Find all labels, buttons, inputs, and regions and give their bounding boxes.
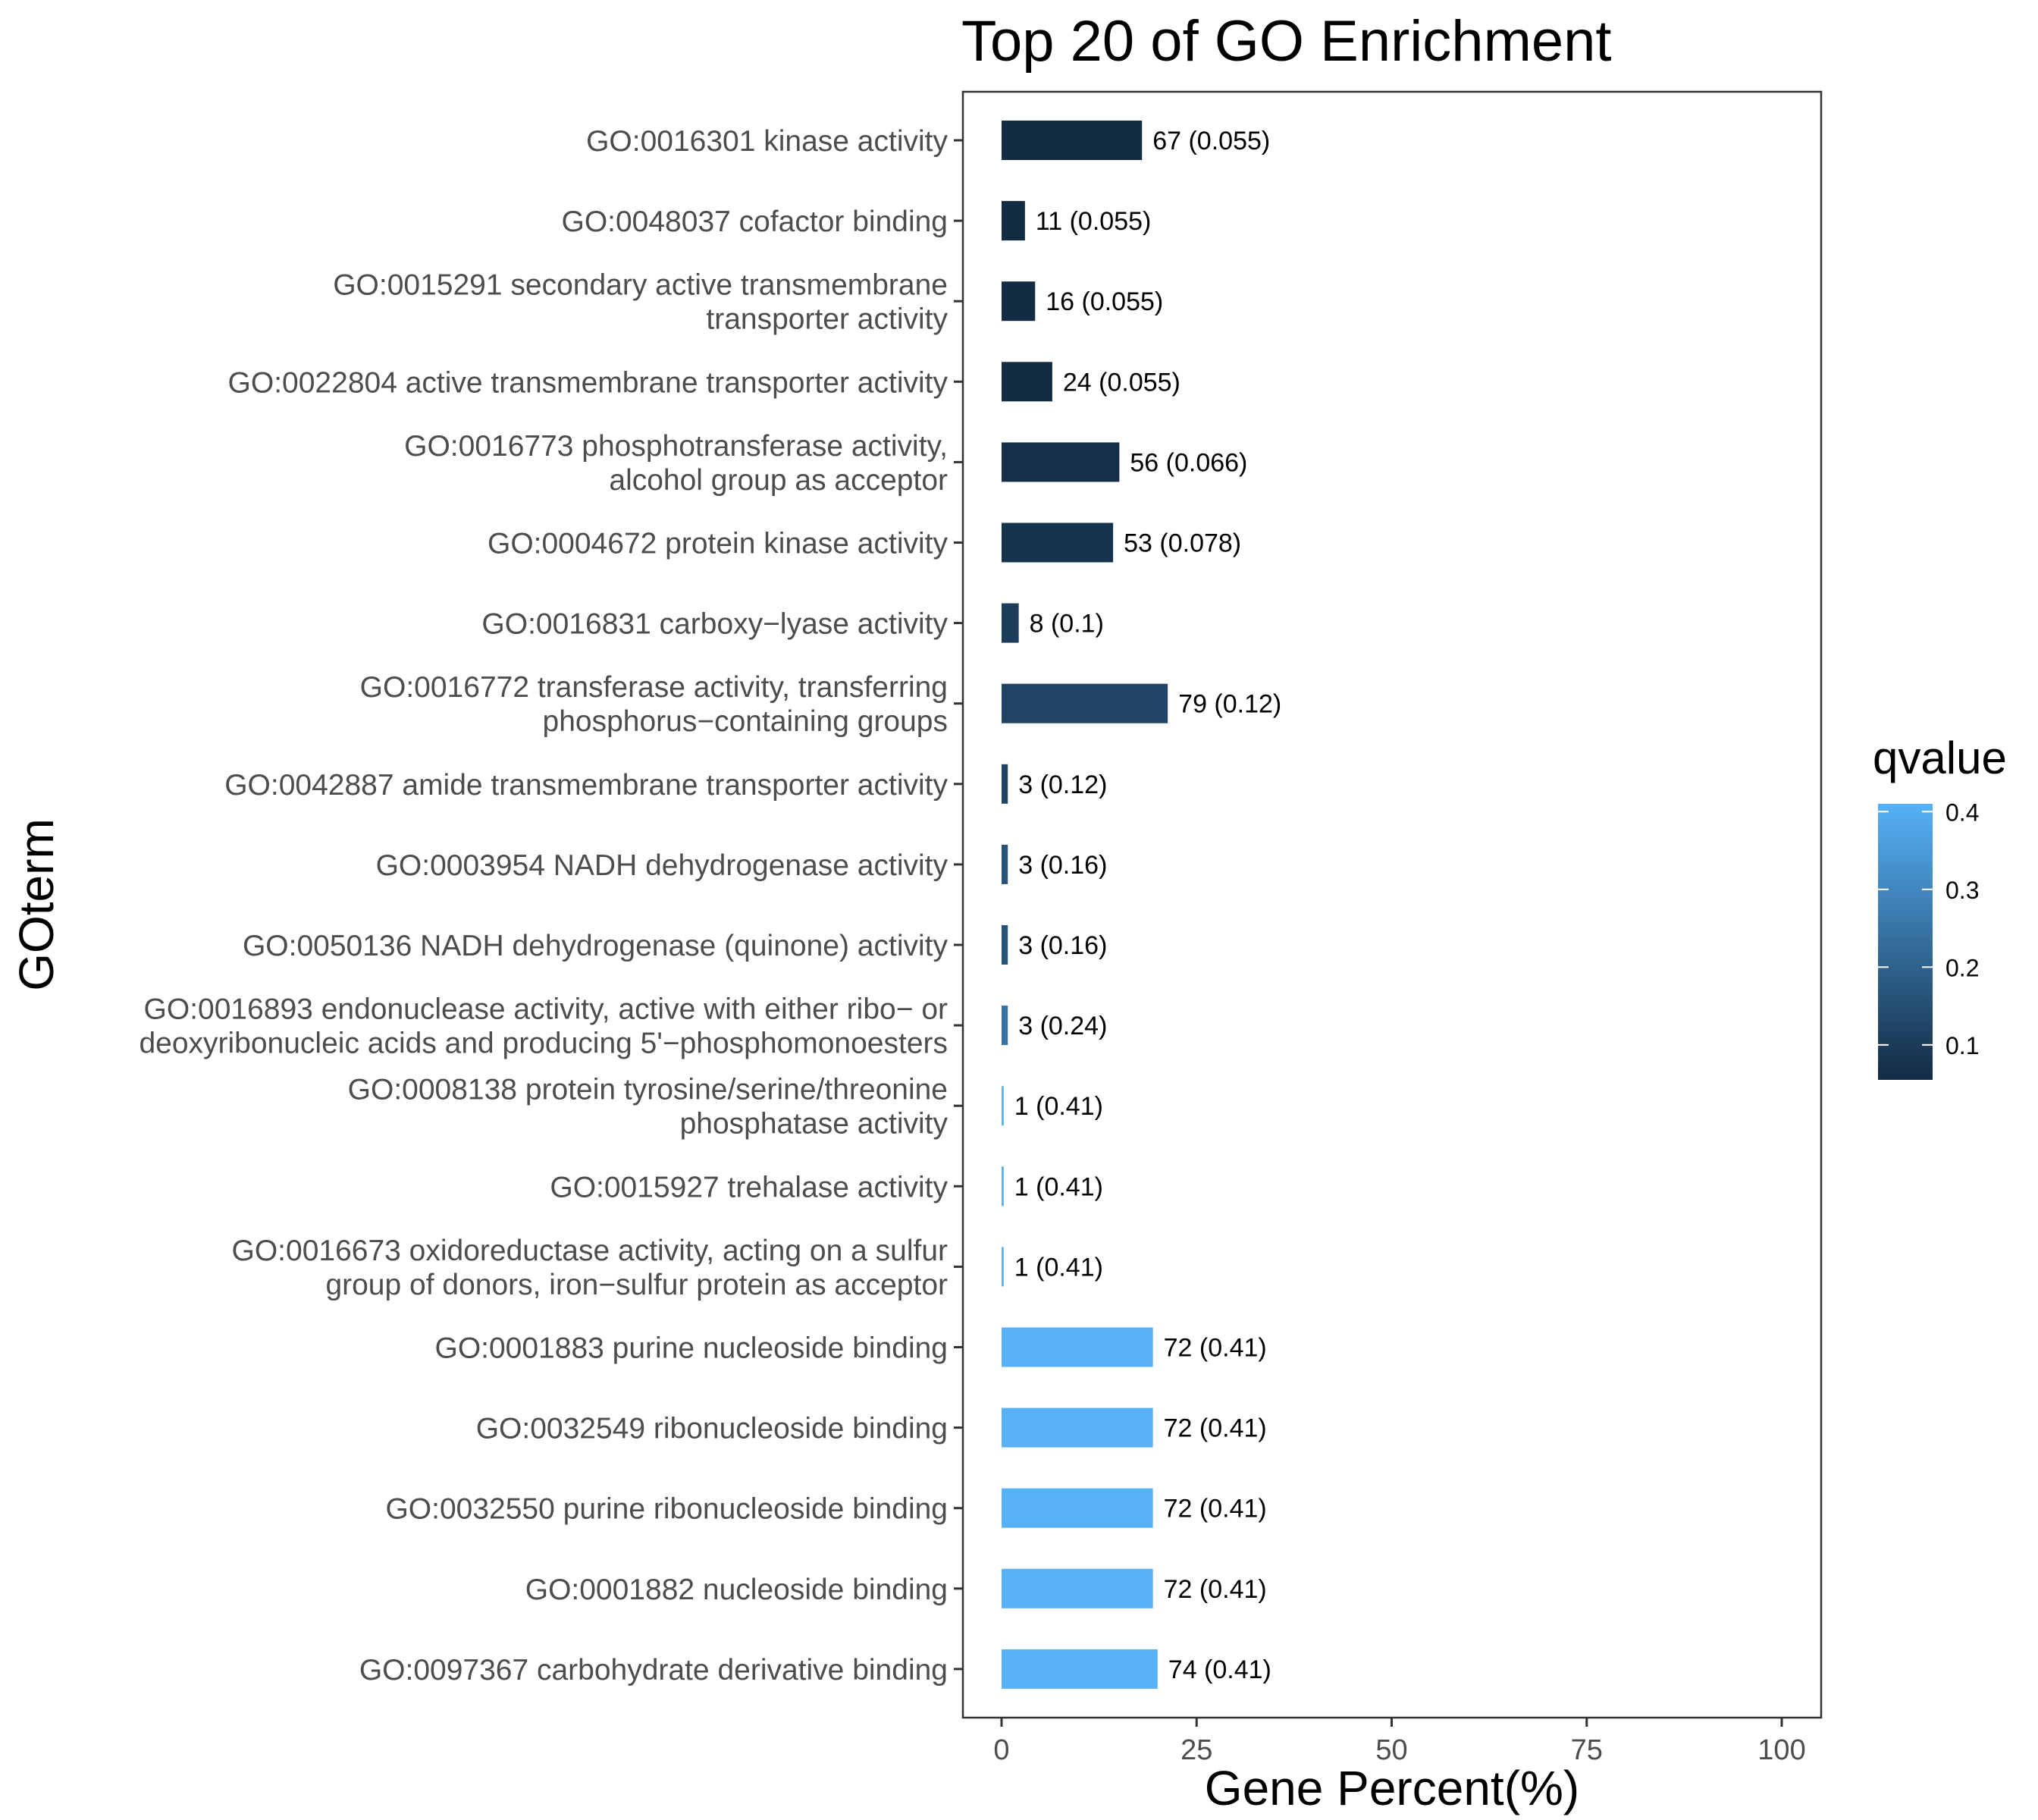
category-label: GO:0001882 nucleoside binding: [525, 1574, 948, 1606]
bar-value-label: 3 (0.24): [1018, 1012, 1107, 1040]
plot-panel: [961, 90, 1823, 1719]
bar: [1002, 1568, 1153, 1608]
bar-value-label: 11 (0.055): [1036, 207, 1151, 236]
category-label: GO:0008138 protein tyrosine/serine/threo…: [348, 1074, 948, 1106]
legend-tick-label: 0.4: [1946, 799, 1979, 826]
category-label: GO:0004672 protein kinase activity: [488, 528, 948, 560]
x-axis-title: Gene Percent(%): [1205, 1761, 1579, 1815]
bar-value-label: 8 (0.1): [1030, 610, 1104, 639]
category-label: GO:0015927 trehalase activity: [550, 1171, 948, 1203]
bar-value-label: 79 (0.12): [1178, 690, 1281, 719]
legend-tick-label: 0.3: [1946, 877, 1979, 904]
bar: [1002, 442, 1120, 482]
x-tick-label: 0: [993, 1734, 1009, 1766]
category-label: GO:0016301 kinase activity: [586, 125, 948, 158]
x-axis: 0 25 50 75 100: [993, 1718, 1806, 1766]
bar: [1002, 1006, 1008, 1046]
bar-value-label: 1 (0.41): [1014, 1172, 1103, 1201]
category-label: GO:0048037 cofactor binding: [561, 206, 948, 238]
bar: [1002, 362, 1052, 402]
bar: [1002, 522, 1114, 563]
bar-value-label: 1 (0.41): [1014, 1253, 1103, 1282]
bar-value-label: 3 (0.16): [1018, 931, 1107, 960]
bar: [1002, 764, 1008, 804]
bar: [1002, 1166, 1004, 1207]
bar: [1002, 844, 1008, 884]
legend-tick-label: 0.2: [1946, 954, 1979, 981]
category-label: group of donors, iron−sulfur protein as …: [325, 1269, 948, 1301]
bar-value-label: 72 (0.41): [1164, 1334, 1267, 1363]
category-label: GO:0016831 carboxy−lyase activity: [481, 608, 948, 641]
qvalue-legend: qvalue 0.1 0.2 0.3 0.4: [1873, 733, 2007, 1080]
category-label: GO:0003954 NADH dehydrogenase activity: [376, 849, 948, 882]
legend-ticks: 0.1 0.2 0.3 0.4: [1878, 799, 1979, 1059]
category-label: GO:0032550 purine ribonucleoside binding: [385, 1493, 948, 1526]
bar: [1002, 201, 1025, 241]
bar: [1002, 925, 1008, 965]
category-label: GO:0032549 ribonucleoside binding: [476, 1413, 948, 1445]
category-label: transporter activity: [706, 303, 948, 336]
category-label: GO:0015291 secondary active transmembran…: [333, 269, 948, 302]
bar: [1002, 281, 1036, 322]
category-label: GO:0016893 endonuclease activity, active…: [144, 993, 948, 1026]
category-labels: GO:0016301 kinase activity GO:0048037 cof…: [139, 125, 963, 1687]
bar-value-label: 72 (0.41): [1164, 1495, 1267, 1523]
legend-tick-label: 0.1: [1946, 1032, 1979, 1059]
category-label: GO:0097367 carbohydrate derivative bindi…: [359, 1654, 948, 1687]
bar: [1002, 1327, 1153, 1367]
bar: [1002, 1247, 1004, 1287]
bar: [1002, 1649, 1158, 1689]
bar-value-label: 53 (0.078): [1124, 529, 1241, 558]
bar-value-label: 3 (0.12): [1018, 770, 1107, 799]
bar-value-label: 56 (0.066): [1130, 448, 1247, 477]
category-label: deoxyribonucleic acids and producing 5'−…: [139, 1028, 948, 1060]
category-label: phosphatase activity: [680, 1108, 948, 1141]
x-tick-label: 25: [1180, 1734, 1212, 1766]
category-label: phosphorus−containing groups: [543, 705, 948, 738]
bar-value-label: 72 (0.41): [1164, 1414, 1267, 1443]
x-tick-label: 100: [1757, 1734, 1805, 1766]
x-tick-label: 50: [1375, 1734, 1407, 1766]
bar-value-label: 72 (0.41): [1164, 1575, 1267, 1604]
bar-value-label: 74 (0.41): [1168, 1655, 1271, 1684]
category-label: GO:0016773 phosphotransferase activity,: [404, 430, 948, 463]
bar-value-label: 3 (0.16): [1018, 851, 1107, 880]
legend-colorbar: [1878, 804, 1933, 1080]
y-axis-title: GOterm: [9, 818, 64, 991]
bars-layer: 67 (0.055) 11 (0.055) 16 (0.055) 24 (0.055)…: [1002, 121, 1281, 1689]
bar-value-label: 1 (0.41): [1014, 1092, 1103, 1121]
category-label: GO:0016772 transferase activity, transfe…: [360, 671, 948, 704]
category-label: GO:0050136 NADH dehydrogenase (quinone) …: [243, 930, 948, 962]
category-label: GO:0042887 amide transmembrane transport…: [224, 769, 948, 802]
bar: [1002, 121, 1143, 160]
category-label: GO:0016673 oxidoreductase activity, acti…: [232, 1235, 948, 1267]
category-label: alcohol group as acceptor: [609, 464, 948, 497]
bar: [1002, 1086, 1004, 1126]
bar: [1002, 1488, 1153, 1528]
bar: [1002, 1407, 1153, 1448]
bar-value-label: 67 (0.055): [1152, 127, 1270, 155]
category-label: GO:0022804 active transmembrane transpor…: [228, 366, 948, 399]
bar-value-label: 24 (0.055): [1063, 368, 1180, 397]
category-label: GO:0001883 purine nucleoside binding: [434, 1332, 948, 1365]
bar: [1002, 603, 1019, 643]
bar: [1002, 683, 1168, 723]
x-tick-label: 75: [1571, 1734, 1603, 1766]
bar-value-label: 16 (0.055): [1046, 287, 1163, 316]
chart-title: Top 20 of GO Enrichment: [961, 9, 1612, 74]
legend-title: qvalue: [1873, 733, 2007, 783]
